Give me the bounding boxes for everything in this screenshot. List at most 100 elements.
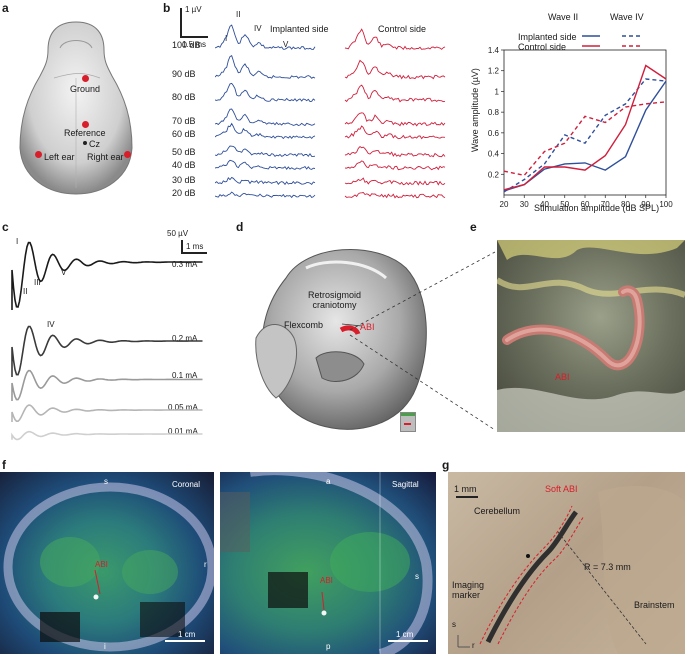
e-abi-label: ABI [555, 372, 570, 382]
implanted-trace [215, 176, 316, 186]
x-tick-label: 50 [560, 200, 569, 209]
series-line [503, 101, 667, 177]
implanted-trace [215, 159, 316, 170]
c-current-4: 0.01 mA [168, 427, 198, 436]
control-trace [344, 160, 446, 171]
control-trace [344, 177, 446, 186]
c-scale-bar-horizontal [181, 252, 207, 254]
control-trace [344, 192, 446, 199]
abr-traces [215, 24, 446, 199]
legend-row-implanted: Implanted side [518, 32, 577, 42]
cerebellum-label: Cerebellum [474, 506, 521, 516]
panel-letter-e: e [470, 220, 477, 234]
wave-label-i: I [225, 34, 228, 43]
chart-xlabel: Stimulation amplitude (dB SPL) [534, 203, 660, 213]
series-line [503, 78, 667, 193]
control-trace [344, 84, 446, 103]
x-tick-label: 60 [581, 200, 590, 209]
c-scale-bar-vertical [181, 240, 183, 252]
zoom-guide-lines [341, 251, 496, 431]
db-level-label: 100 dB [172, 40, 201, 50]
y-tick-label: 0.2 [488, 170, 500, 179]
x-tick-label: 30 [520, 200, 529, 209]
left-ear-label: Left ear [44, 152, 75, 162]
cz-marker [83, 141, 87, 145]
chart-ylabel: Wave amplitude (µV) [470, 68, 480, 152]
db-level-label: 80 dB [172, 92, 196, 102]
y-tick-label: 0.6 [488, 129, 500, 138]
eabr-trace [11, 241, 203, 310]
skull-top-view [14, 18, 138, 198]
control-trace [344, 28, 446, 51]
db-level-label: 60 dB [172, 129, 196, 139]
x-tick-label: 100 [659, 200, 673, 209]
panel-letter-c: c [2, 220, 9, 234]
radius-label: R = 7.3 mm [584, 562, 631, 572]
cz-label: Cz [89, 139, 100, 149]
db-level-label: 20 dB [172, 188, 196, 198]
c-current-1: 0.2 mA [172, 334, 198, 343]
c-scale-v-label: 50 µV [167, 229, 189, 238]
legend-col-wave-ii: Wave II [548, 12, 579, 22]
coronal-r-label: r [204, 560, 207, 569]
g-r-label: r [472, 641, 475, 650]
orientation-cube [400, 412, 416, 432]
implanted-side-title: Implanted side [270, 24, 329, 34]
x-tick-label: 20 [500, 200, 509, 209]
series-line [503, 64, 667, 191]
c-wave-label-iii: III [34, 278, 41, 287]
coronal-s-label: s [104, 477, 108, 486]
coronal-title: Coronal [172, 480, 201, 489]
db-level-label: 70 dB [172, 116, 196, 126]
db-level-label: 90 dB [172, 69, 196, 79]
imaging-marker-label: Imaging marker [452, 580, 485, 600]
legend-col-wave-iv: Wave IV [610, 12, 644, 22]
control-trace [344, 125, 446, 140]
panel-letter-a: a [2, 1, 9, 15]
y-tick-label: 1.4 [488, 46, 500, 55]
implanted-trace [215, 24, 316, 50]
right-ear-electrode [124, 151, 131, 158]
ground-electrode [82, 75, 89, 82]
eabr-trace [11, 404, 203, 422]
series-line [503, 80, 667, 192]
sagittal-a-label: a [326, 477, 331, 486]
left-ear-electrode [35, 151, 42, 158]
x-tick-label: 40 [540, 200, 549, 209]
chart-frame [503, 49, 667, 196]
c-scale-t-label: 1 ms [186, 242, 204, 251]
reference-label: Reference [64, 128, 106, 138]
sagittal-scale-label: 1 cm [396, 630, 414, 639]
flexcomb-label: Flexcomb [284, 320, 324, 330]
x-tick-label: 70 [601, 200, 610, 209]
eabr-traces [11, 241, 203, 441]
ground-label: Ground [70, 84, 101, 94]
panel-letter-d: d [236, 220, 244, 234]
control-trace [344, 146, 446, 158]
sagittal-abi-label: ABI [320, 576, 333, 585]
panel-letter-b: b [163, 1, 171, 15]
g-scale-label: 1 mm [454, 484, 477, 494]
c-current-2: 0.1 mA [172, 371, 198, 380]
c-wave-label-i: I [16, 237, 19, 246]
db-level-label: 50 dB [172, 147, 196, 157]
y-tick-label: 1.2 [488, 67, 500, 76]
wave-label-iv: IV [254, 24, 262, 33]
wave-label-v: V [283, 40, 289, 49]
eabr-trace [11, 325, 203, 377]
scale-v-label: 1 µV [185, 5, 202, 14]
soft-abi-label: Soft ABI [545, 484, 578, 494]
g-s-label: s [452, 620, 456, 629]
sagittal-s-label: s [415, 572, 419, 581]
x-tick-label: 90 [641, 200, 650, 209]
wave-amplitude-chart: 20 30 40 50 60 70 80 90 100 0.2 0.4 0.6 0.8 1 1.2 1.4 [488, 35, 673, 209]
c-current-3: 0.05 mA [168, 403, 198, 412]
panel-letter-g: g [442, 458, 450, 472]
db-level-label: 30 dB [172, 175, 196, 185]
sagittal-p-label: p [326, 642, 331, 651]
wave-label-ii: II [236, 10, 241, 19]
c-current-0: 0.3 mA [172, 260, 198, 269]
implanted-trace [215, 145, 316, 158]
coronal-abi-label: ABI [95, 560, 108, 569]
sagittal-title: Sagittal [392, 480, 419, 489]
